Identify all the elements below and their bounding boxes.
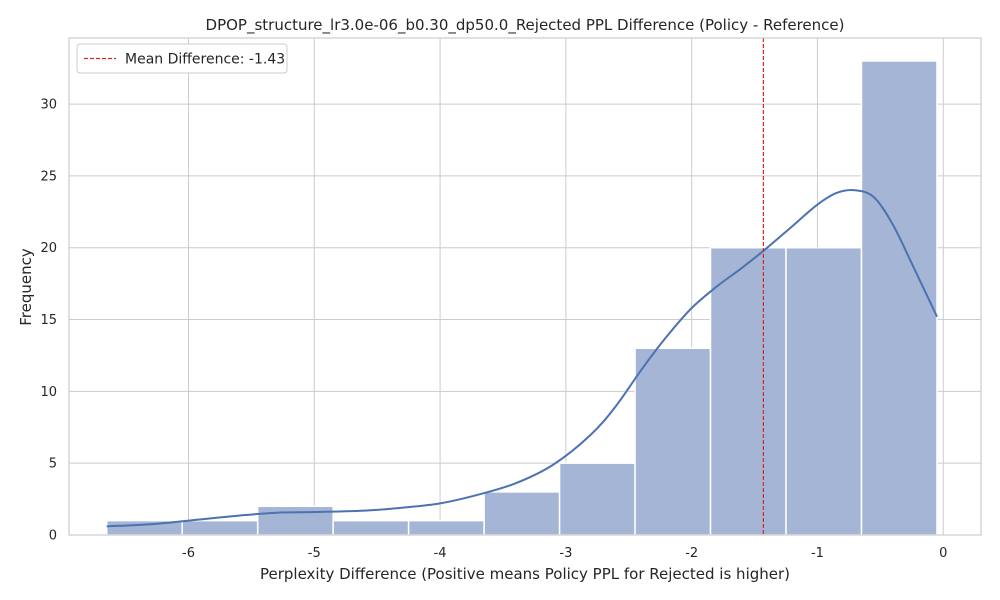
histogram-bar <box>709 246 787 536</box>
histogram-bar <box>785 246 863 536</box>
histogram-bar <box>256 505 334 536</box>
histogram-bar <box>181 519 259 536</box>
x-tick-label: -4 <box>434 546 447 561</box>
histogram-bar <box>332 519 410 536</box>
x-tick-label: -2 <box>685 546 698 561</box>
y-tick-label: 5 <box>49 457 57 472</box>
x-tick-label: -6 <box>182 546 195 561</box>
x-tick-labels: -6 -5 -4 -3 -2 -1 0 <box>182 546 947 561</box>
histogram-bar <box>407 519 485 536</box>
y-tick-label: 0 <box>49 529 57 544</box>
histogram-bar <box>558 462 636 536</box>
histogram-bar <box>483 491 561 536</box>
x-tick-label: -3 <box>559 546 572 561</box>
histogram-bar <box>860 60 938 536</box>
legend: Mean Difference: -1.43 <box>76 43 288 74</box>
y-tick-labels: 0 5 10 15 20 25 30 <box>40 98 57 544</box>
y-tick-label: 25 <box>40 169 57 184</box>
kde-curve <box>106 189 938 528</box>
x-tick-label: 0 <box>939 546 947 561</box>
y-tick-label: 10 <box>40 385 57 400</box>
x-tick-label: -1 <box>811 546 824 561</box>
legend-box <box>76 43 288 74</box>
histogram-bar <box>634 347 712 536</box>
y-tick-label: 15 <box>40 313 57 328</box>
y-axis-label: Frequency <box>17 248 35 326</box>
histogram-bars <box>105 60 938 536</box>
kde-curve-layer <box>106 189 938 528</box>
y-tick-label: 20 <box>40 241 57 256</box>
chart-title: DPOP_structure_lr3.0e-06_b0.30_dp50.0_Re… <box>206 16 845 35</box>
plot-frame <box>68 37 982 536</box>
x-axis-label: Perplexity Difference (Positive means Po… <box>260 565 790 583</box>
y-tick-label: 30 <box>40 98 57 113</box>
x-tick-label: -5 <box>308 546 321 561</box>
legend-mean-label: Mean Difference: -1.43 <box>125 52 285 68</box>
